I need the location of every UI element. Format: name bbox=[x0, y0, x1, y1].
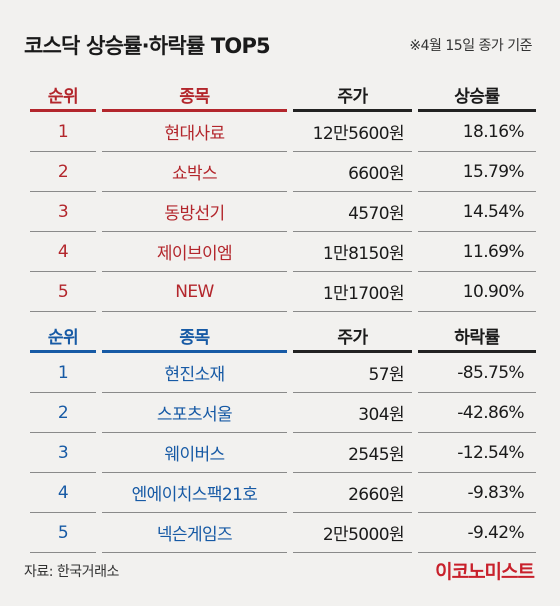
rank-cell: 5 bbox=[30, 513, 96, 553]
source-note: 자료: 한국거래소 bbox=[24, 564, 119, 580]
rank-header: 순위 bbox=[30, 79, 96, 112]
rate-cell: 11.69% bbox=[418, 232, 536, 272]
table-row: 2 쇼박스 6600원 15.79% bbox=[30, 152, 536, 192]
stock-name-cell: 넥슨게임즈 bbox=[102, 513, 287, 553]
rank-header: 순위 bbox=[30, 320, 96, 353]
rank-cell: 3 bbox=[30, 192, 96, 232]
price-cell: 12만5600원 bbox=[293, 112, 412, 152]
stock-header: 종목 bbox=[102, 320, 287, 353]
table-row: 5 넥슨게임즈 2만5000원 -9.42% bbox=[30, 513, 536, 553]
stock-name-cell: 현대사료 bbox=[102, 112, 287, 152]
rate-cell: -9.42% bbox=[418, 513, 536, 553]
table-row: 1 현진소재 57원 -85.75% bbox=[30, 353, 536, 393]
gainers-header-row: 순위 종목 주가 상승률 bbox=[30, 79, 536, 112]
table-row: 1 현대사료 12만5600원 18.16% bbox=[30, 112, 536, 152]
table-row: 4 제이브이엠 1만8150원 11.69% bbox=[30, 232, 536, 272]
rate-cell: -9.83% bbox=[418, 473, 536, 513]
losers-header-row: 순위 종목 주가 하락률 bbox=[30, 320, 536, 353]
rank-cell: 2 bbox=[30, 152, 96, 192]
rank-cell: 2 bbox=[30, 393, 96, 433]
loss-rate-header: 하락률 bbox=[418, 320, 536, 353]
rate-cell: -85.75% bbox=[418, 353, 536, 393]
rate-cell: 18.16% bbox=[418, 112, 536, 152]
table-row: 2 스포츠서울 304원 -42.86% bbox=[30, 393, 536, 433]
rate-cell: 10.90% bbox=[418, 272, 536, 312]
rate-cell: 15.79% bbox=[418, 152, 536, 192]
price-header: 주가 bbox=[293, 79, 412, 112]
price-header: 주가 bbox=[293, 320, 412, 353]
rank-cell: 4 bbox=[30, 232, 96, 272]
gainers-table: 순위 종목 주가 상승률 1 현대사료 12만5600원 18.16% 2 쇼박… bbox=[24, 79, 542, 312]
price-cell: 1만1700원 bbox=[293, 272, 412, 312]
price-cell: 57원 bbox=[293, 353, 412, 393]
rank-cell: 4 bbox=[30, 473, 96, 513]
rate-cell: -12.54% bbox=[418, 433, 536, 473]
rank-cell: 3 bbox=[30, 433, 96, 473]
rate-cell: 14.54% bbox=[418, 192, 536, 232]
rate-cell: -42.86% bbox=[418, 393, 536, 433]
stock-name-cell: 웨이버스 bbox=[102, 433, 287, 473]
chart-title: 코스닥 상승률·하락률 TOP5 bbox=[24, 34, 271, 58]
rank-cell: 1 bbox=[30, 112, 96, 152]
price-cell: 2545원 bbox=[293, 433, 412, 473]
rank-cell: 1 bbox=[30, 353, 96, 393]
stock-name-cell: 엔에이치스팩21호 bbox=[102, 473, 287, 513]
gain-rate-header: 상승률 bbox=[418, 79, 536, 112]
price-cell: 2만5000원 bbox=[293, 513, 412, 553]
publisher-logo: 이코노미스트 bbox=[435, 561, 535, 583]
stock-name-cell: 현진소재 bbox=[102, 353, 287, 393]
table-row: 3 동방선기 4570원 14.54% bbox=[30, 192, 536, 232]
losers-table: 순위 종목 주가 하락률 1 현진소재 57원 -85.75% 2 스포츠서울 … bbox=[24, 320, 542, 553]
stock-name-cell: 쇼박스 bbox=[102, 152, 287, 192]
table-row: 3 웨이버스 2545원 -12.54% bbox=[30, 433, 536, 473]
price-cell: 2660원 bbox=[293, 473, 412, 513]
stock-name-cell: 제이브이엠 bbox=[102, 232, 287, 272]
rank-cell: 5 bbox=[30, 272, 96, 312]
stock-name-cell: 스포츠서울 bbox=[102, 393, 287, 433]
basis-note: ※4월 15일 종가 기준 bbox=[409, 38, 532, 54]
stock-header: 종목 bbox=[102, 79, 287, 112]
stock-name-cell: 동방선기 bbox=[102, 192, 287, 232]
price-cell: 1만8150원 bbox=[293, 232, 412, 272]
price-cell: 4570원 bbox=[293, 192, 412, 232]
price-cell: 304원 bbox=[293, 393, 412, 433]
table-row: 4 엔에이치스팩21호 2660원 -9.83% bbox=[30, 473, 536, 513]
stock-name-cell: NEW bbox=[102, 272, 287, 312]
table-row: 5 NEW 1만1700원 10.90% bbox=[30, 272, 536, 312]
price-cell: 6600원 bbox=[293, 152, 412, 192]
